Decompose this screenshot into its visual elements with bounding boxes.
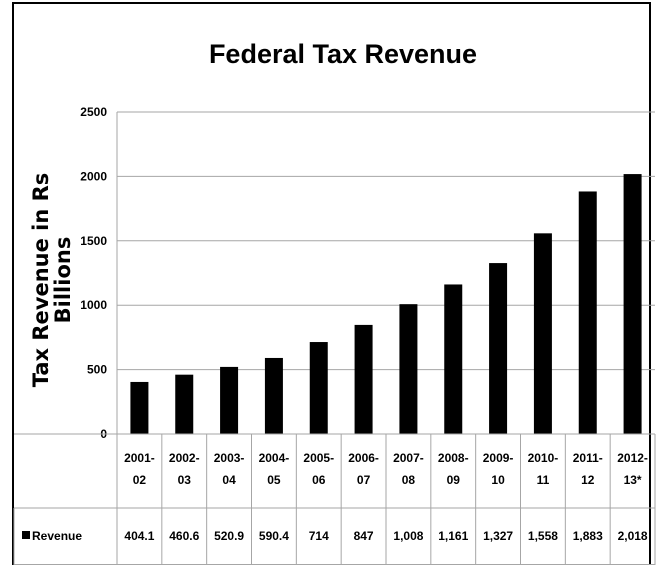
category-label: 2009- [483, 451, 514, 465]
bar [355, 325, 373, 434]
bar [265, 358, 283, 434]
y-tick-label: 1500 [80, 234, 107, 248]
bar [489, 263, 507, 434]
category-label: 02 [133, 473, 147, 487]
category-label: 12 [581, 473, 595, 487]
category-label: 2004- [259, 451, 290, 465]
bar [220, 367, 238, 434]
data-value-label: 460.6 [169, 529, 199, 543]
category-label: 05 [267, 473, 281, 487]
series-name: Revenue [32, 529, 82, 543]
category-label: 2010- [528, 451, 559, 465]
data-value-label: 1,558 [528, 529, 558, 543]
bar [399, 304, 417, 434]
data-value-label: 1,008 [393, 529, 423, 543]
data-table: 2001- 02 2002- 03 2003- 04 2004- 05 2005- 06 2006-… [14, 434, 655, 565]
y-axis-label-line-1: Tax Revenue in Rs [29, 173, 53, 388]
y-tick-label: 500 [87, 363, 107, 377]
bars [130, 174, 641, 434]
category-label: 07 [357, 473, 371, 487]
data-value-label: 847 [354, 529, 374, 543]
y-axis-label: Tax Revenue in Rs Billions [29, 173, 75, 388]
category-label: 2008- [438, 451, 469, 465]
bar [310, 342, 328, 434]
data-value-label: 404.1 [124, 529, 154, 543]
data-value-label: 1,327 [483, 529, 513, 543]
category-label: 10 [491, 473, 505, 487]
category-label: 2006- [348, 451, 379, 465]
category-label: 2003- [214, 451, 245, 465]
y-tick-label: 2000 [80, 169, 107, 183]
bar [534, 233, 552, 434]
data-value-label: 520.9 [214, 529, 244, 543]
category-label: 11 [537, 473, 550, 487]
category-label: 08 [402, 473, 416, 487]
data-value-label: 714 [309, 529, 329, 543]
category-label: 2002- [169, 451, 200, 465]
category-label: 06 [312, 473, 326, 487]
bar [175, 375, 193, 434]
category-label: 2012- [617, 451, 648, 465]
y-tick-label: 1000 [80, 298, 107, 312]
bar [579, 191, 597, 434]
data-value-label: 2,018 [618, 529, 648, 543]
category-label: 13* [624, 473, 642, 487]
bar [444, 284, 462, 434]
data-value-label: 590.4 [259, 529, 289, 543]
bar [624, 174, 642, 434]
y-tick-label: 2500 [80, 105, 107, 119]
category-label: 2007- [393, 451, 424, 465]
data-value-label: 1,161 [438, 529, 468, 543]
category-label: 2005- [303, 451, 334, 465]
legend-key [22, 531, 30, 539]
category-label: 04 [222, 473, 236, 487]
y-axis-label-line-2: Billions [51, 237, 75, 324]
data-value-label: 1,883 [573, 529, 603, 543]
category-label: 03 [178, 473, 192, 487]
chart-title: Federal Tax Revenue [209, 39, 477, 69]
bar [130, 382, 148, 434]
category-label: 09 [447, 473, 461, 487]
category-label: 2011- [573, 451, 603, 465]
category-label: 2001- [124, 451, 155, 465]
